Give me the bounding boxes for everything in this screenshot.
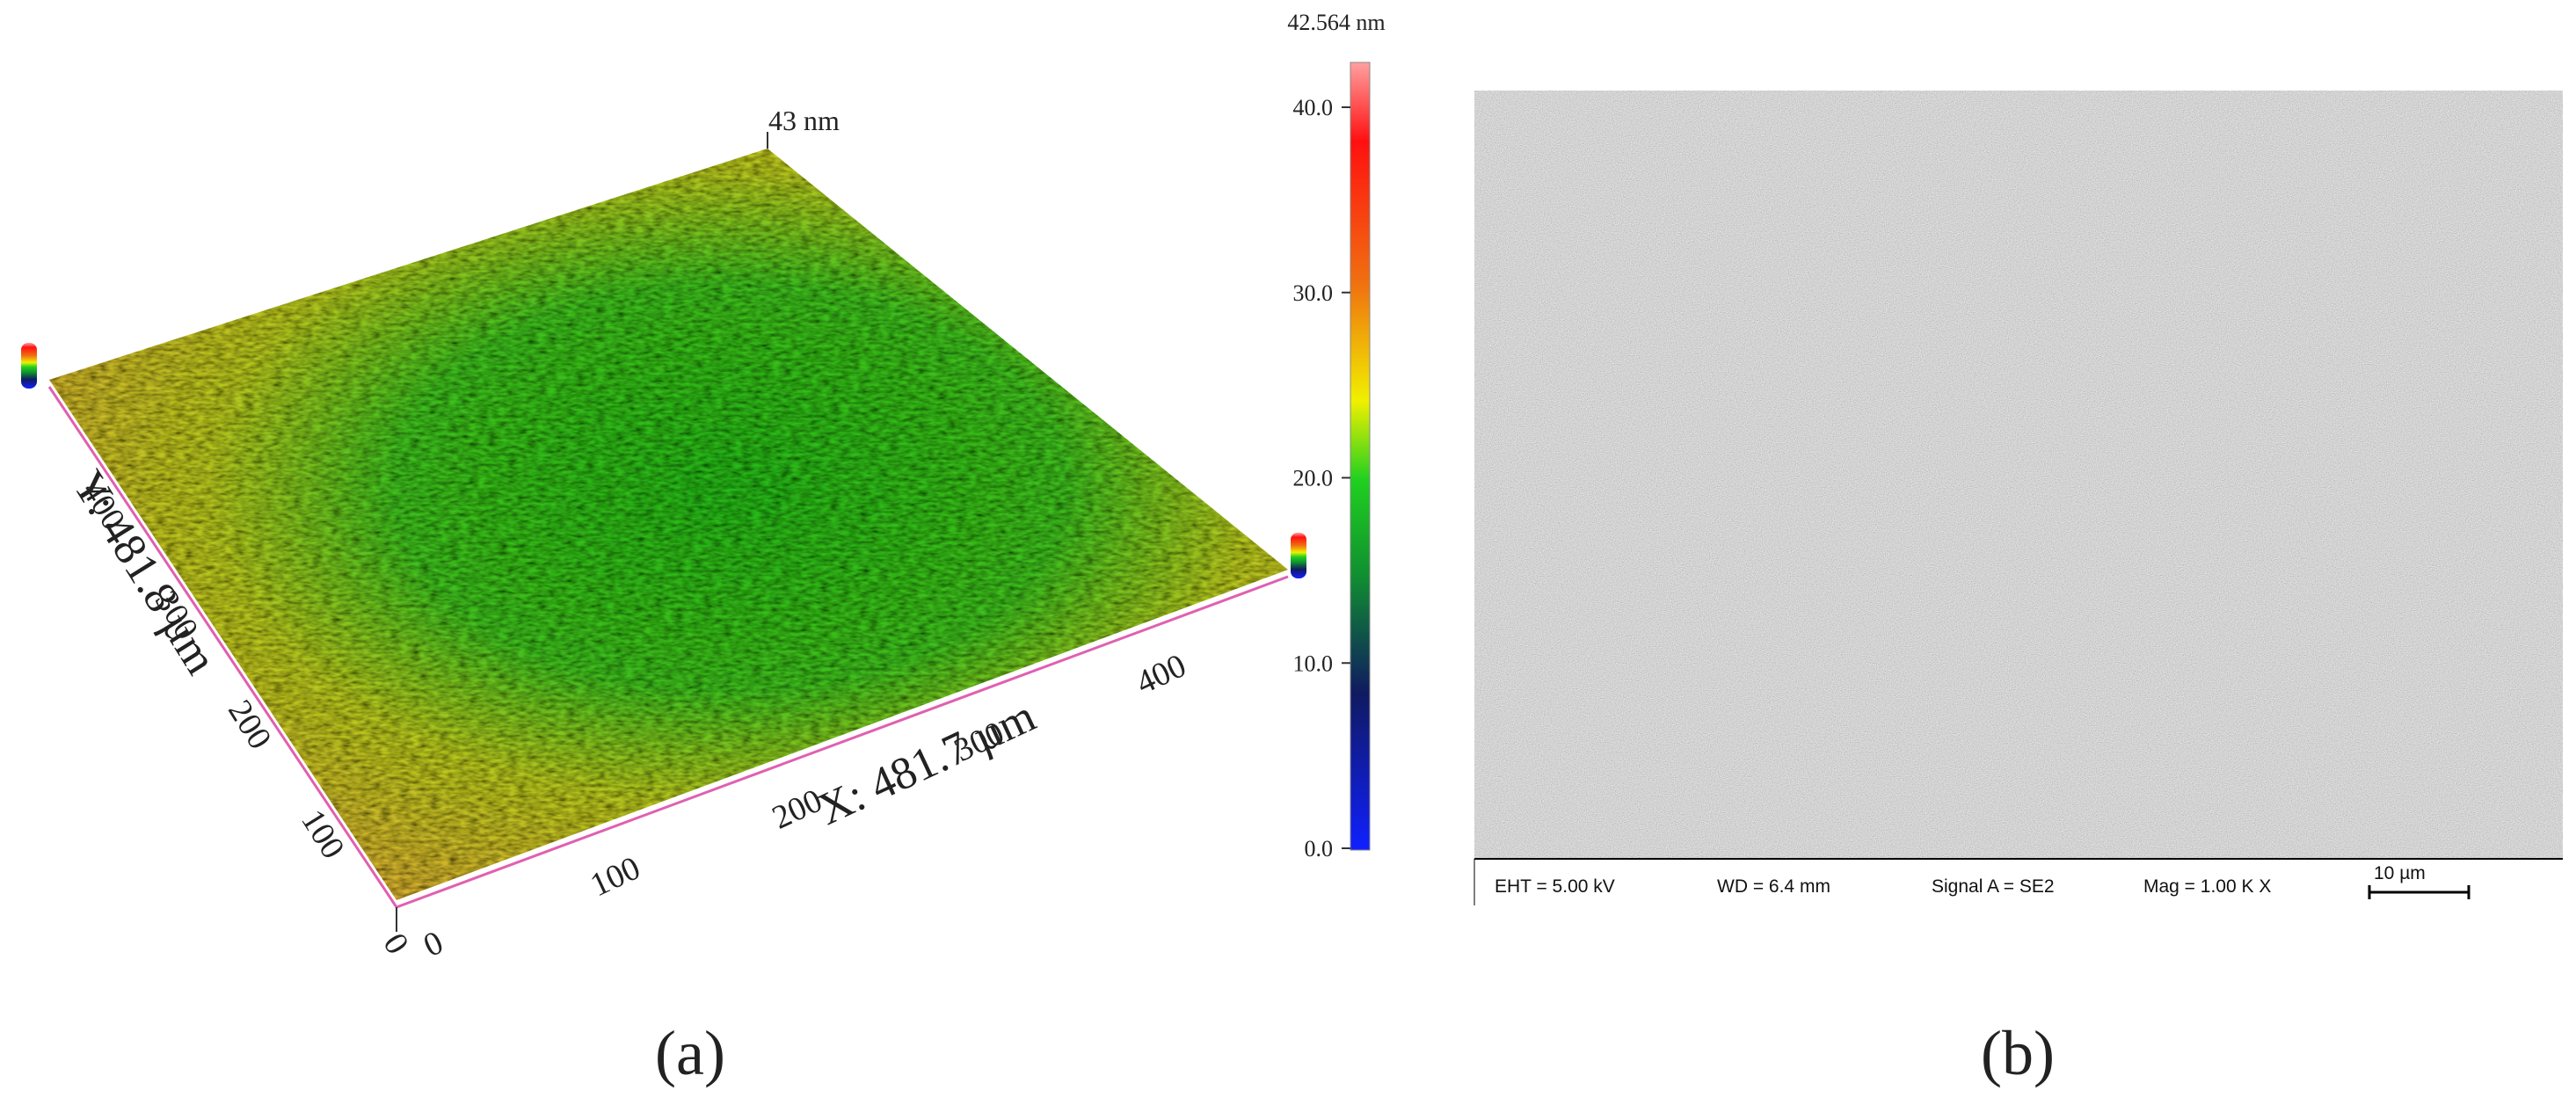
- peak-label: 43 nm: [768, 105, 840, 136]
- sem-info-item: WD = 6.4 mm: [1717, 876, 1830, 897]
- colorbar: 42.564 nm: [1287, 10, 1386, 851]
- sem-info-item: Signal A = SE2: [1932, 876, 2055, 897]
- colorbar-max: 42.564 nm: [1287, 10, 1385, 35]
- colorbar-tick-label: 40.0: [1293, 95, 1334, 120]
- x-tick-label: 0: [418, 924, 448, 964]
- colorbar-scale: [1350, 62, 1371, 851]
- sem-info-item: EHT = 5.00 kV: [1495, 876, 1615, 897]
- surface: [49, 149, 1288, 900]
- colorbar-tick-label: 30.0: [1293, 280, 1334, 306]
- x-tick-label: 100: [585, 849, 645, 904]
- colorbar-tick-label: 10.0: [1293, 650, 1334, 676]
- peak-pin: [21, 343, 1306, 578]
- scale-bar-label: 10 µm: [2374, 863, 2426, 883]
- x-tick-label: 400: [1131, 647, 1191, 701]
- sem-image: [1474, 91, 2563, 859]
- sem-panel: 10 µm: [1474, 91, 2563, 905]
- sem-info-item: Mag = 1.00 K X: [2143, 876, 2271, 897]
- surface-panel: 43 nm X: 481.7 µm Y: 481.8 µm: [21, 105, 1306, 932]
- panel-label: (b): [1981, 1018, 2055, 1088]
- colorbar-tick-label: 0.0: [1305, 836, 1334, 861]
- y-edge: [47, 386, 398, 908]
- y-tick-label: 0: [375, 927, 416, 960]
- panel-label: (a): [655, 1018, 725, 1088]
- colorbar-ticks: 40.0 30.0 20.0 10.0 0.0: [1293, 95, 1350, 861]
- sem-info: EHT = 5.00 kV WD = 6.4 mm Signal A = SE2 Ma…: [1495, 876, 2271, 897]
- colorbar-tick-label: 20.0: [1293, 466, 1334, 491]
- x-edge: [396, 575, 1289, 909]
